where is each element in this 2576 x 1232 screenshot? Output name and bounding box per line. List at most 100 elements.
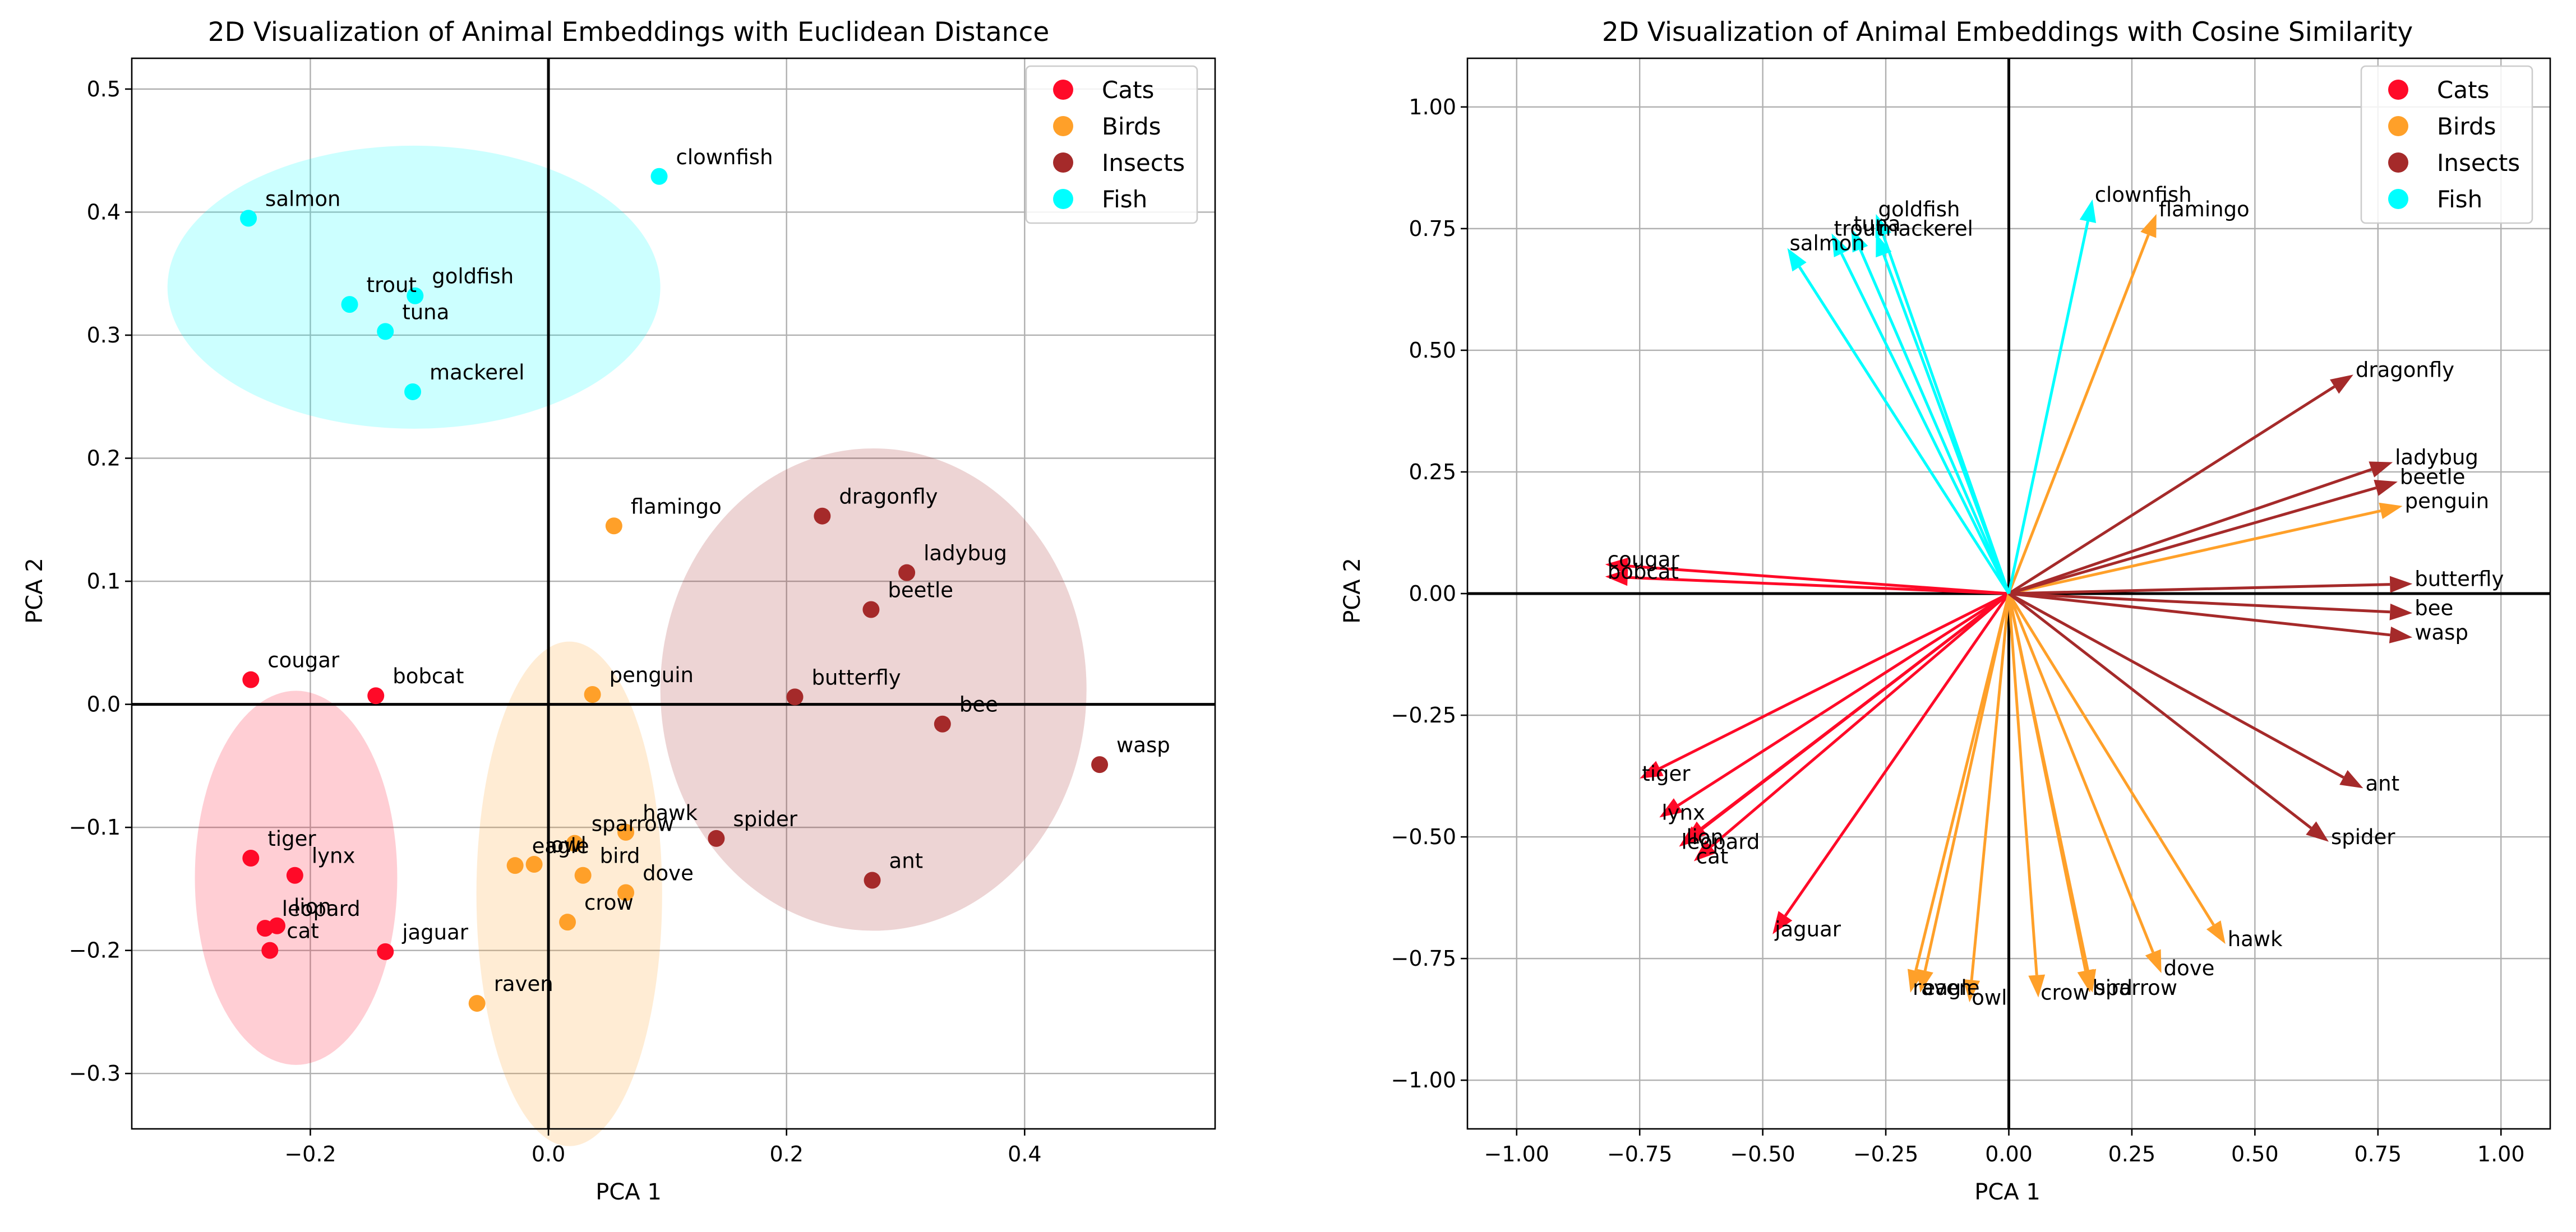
data-point [898,564,916,581]
vector-arrow [2009,592,2390,637]
vector-arrow [1677,592,2010,807]
data-point [341,296,358,313]
y-tick-label: 1.00 [1409,95,1456,119]
y-tick-label: 0.5 [87,77,121,101]
arrow-head [2389,626,2413,643]
point-label: sparrow [592,812,674,836]
data-point [468,995,486,1012]
data-point [617,884,635,901]
data-point [407,287,424,304]
vector-arrow [2007,592,2312,830]
y-tick-label: −0.1 [69,815,121,840]
vector-arrow [1627,576,2009,595]
vector-label: cat [1696,845,1729,869]
legend-box [2360,65,2533,224]
point-label: goldfish [432,265,514,289]
legend-marker [1053,152,1073,173]
point-label: mackerel [430,360,524,385]
data-point [242,671,260,688]
vector-arrow [2009,583,2390,595]
arrow-head [2306,821,2329,842]
point-label: jaguar [401,920,469,944]
data-point [934,715,951,733]
point-label: wasp [1116,733,1170,757]
legend-label: Fish [2437,186,2482,213]
vector-arrow [2007,234,2150,594]
vector-label: owl [1972,985,2007,1009]
cluster-ellipse [167,145,661,429]
arrow-head [1831,233,1849,258]
vector-arrow [1840,253,2010,595]
point-label: salmon [265,187,340,211]
arrow-head [2140,214,2157,238]
arrow-head [2330,374,2353,394]
vector-arrow [1784,592,2010,917]
vector-arrow [2007,593,2087,971]
point-label: flamingo [631,494,722,518]
arrow-head [1963,979,1981,1003]
arrow-head [2369,461,2393,478]
y-tick-label: 0.1 [87,569,121,594]
arrow-head [1851,228,1868,253]
point-label: bee [959,693,998,717]
vector-arrow [1970,593,2010,980]
point-label: raven [494,972,553,996]
arrow-head [1605,557,1628,575]
arrow-head [2339,770,2363,789]
arrow-head [2145,949,2162,974]
data-point [525,855,543,873]
arrow-head [1693,840,1716,862]
vector-label: raven [1913,976,1972,1000]
chart-title: 2D Visualization of Animal Embeddings wi… [208,17,1050,48]
arrow-head [1907,969,1924,993]
point-label: leopard [282,897,361,921]
data-point [377,323,394,340]
data-point [862,601,880,618]
left-chart: 2D Visualization of Animal Embeddings wi… [22,17,1216,1205]
data-point [814,507,831,525]
point-label: trout [367,273,417,297]
point-label: dragonfly [839,485,938,509]
legend-label: Fish [1102,186,1147,213]
data-point [286,867,303,884]
vector-label: flamingo [2159,197,2250,221]
y-tick-label: −0.75 [1391,946,1456,971]
point-label: ant [889,849,924,873]
x-tick-label: 0.25 [2108,1142,2156,1166]
chart-title: 2D Visualization of Animal Embeddings wi… [1602,17,2413,48]
data-point [242,850,260,867]
vector-label: bee [2415,596,2453,620]
vector-label: mackerel [1878,217,1973,241]
data-point [240,210,257,227]
vector-label: cougar [1608,548,1680,572]
y-tick-label: 0.4 [87,200,121,224]
arrow-head [1684,821,1707,842]
legend-marker [2388,152,2408,173]
vector-arrow [1882,254,2010,594]
point-label: crow [584,891,634,915]
vector-label: tuna [1854,212,1901,236]
vector-label: jaguar [1774,918,1841,942]
y-tick-label: 0.25 [1409,460,1456,484]
vector-label: spider [2331,825,2395,849]
point-label: cougar [267,649,340,673]
vector-label: salmon [1790,231,1865,256]
vector-arrow [2008,385,2335,595]
data-point [261,942,279,959]
y-axis-label: PCA 2 [1340,558,1365,624]
x-tick-label: −0.50 [1730,1142,1795,1166]
data-point [377,943,394,960]
x-tick-label: 0.00 [1985,1142,2033,1166]
data-point [559,914,576,931]
x-tick-label: −0.75 [1607,1142,1672,1166]
vector-label: bobcat [1608,560,1679,584]
vector-label: butterfly [2415,567,2504,591]
vector-label: sparrow [2095,976,2177,1000]
vector-label: ant [2365,771,2399,795]
x-tick-label: 0.2 [769,1142,803,1166]
arrow-head [1876,233,1892,258]
arrow-head [2374,479,2398,496]
y-tick-label: 0.75 [1409,216,1456,241]
point-label: bobcat [393,664,464,688]
arrow-head [2206,920,2226,944]
